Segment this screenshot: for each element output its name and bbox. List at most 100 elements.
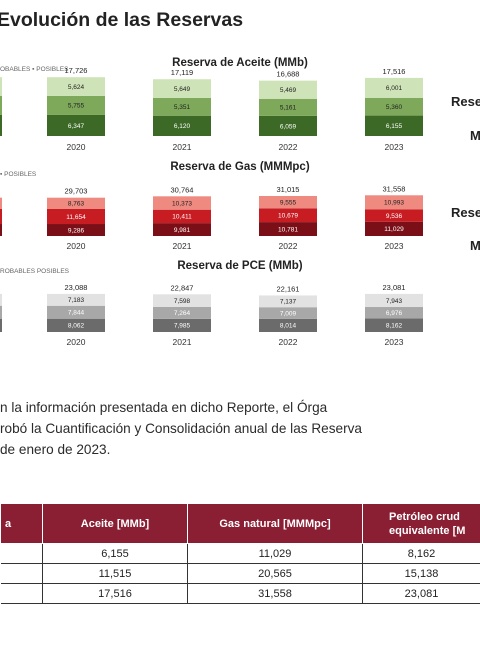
pce-bar-segment bbox=[153, 318, 211, 332]
gas-data-label: 10,993 bbox=[384, 200, 404, 207]
gas-tick-label: 2021 bbox=[173, 241, 192, 251]
table-row: 17,516 31,558 23,081 bbox=[0, 583, 480, 604]
aceite-bar-segment bbox=[153, 115, 211, 136]
table-cell: 11,029 bbox=[187, 543, 363, 564]
table-row: 6,155 11,029 8,162 bbox=[0, 543, 480, 564]
gas-total-label: 29,703 bbox=[65, 187, 88, 196]
aceite-tick-label: 2023 bbox=[385, 142, 404, 152]
pce-legend-text: ROBABLES POSIBLES bbox=[0, 268, 70, 275]
table-header-pce: Petróleo crud equivalente [M bbox=[362, 503, 480, 544]
gas-bar-edge bbox=[0, 208, 2, 225]
paragraph-line-1: n la información presentada en dicho Rep… bbox=[0, 400, 328, 415]
aceite-data-label: 5,161 bbox=[280, 105, 297, 112]
aceite-bar-segment bbox=[47, 114, 105, 136]
gas-total-label: 30,764 bbox=[171, 185, 194, 194]
gas-bar-segment bbox=[47, 208, 105, 225]
table-row: 11,515 20,565 15,138 bbox=[0, 563, 480, 584]
aceite-bar-edge bbox=[0, 77, 2, 96]
gas-side-label-top: Rese bbox=[451, 205, 480, 220]
pce-data-label: 7,943 bbox=[386, 298, 403, 305]
pce-data-label: 7,264 bbox=[174, 310, 191, 317]
gas-bar-segment bbox=[365, 221, 423, 236]
pce-total-label: 23,081 bbox=[383, 283, 406, 292]
aceite-data-label: 6,347 bbox=[68, 123, 85, 130]
aceite-total-label: 17,726 bbox=[65, 66, 88, 75]
pce-bar-segment bbox=[47, 318, 105, 332]
gas-bar-segment bbox=[259, 195, 317, 209]
gas-bar-segment bbox=[47, 197, 105, 209]
gas-side-label-bottom: M bbox=[470, 238, 480, 253]
paragraph-line-3: de enero de 2023. bbox=[0, 442, 111, 457]
gas-bar-edge bbox=[0, 197, 2, 209]
gas-bar-segment bbox=[153, 196, 211, 210]
gas-bar-segment bbox=[259, 208, 317, 223]
gas-data-label: 9,555 bbox=[280, 199, 297, 206]
gas-total-label: 31,558 bbox=[383, 184, 406, 193]
table-cell: 17,516 bbox=[42, 583, 188, 604]
gas-bar-segment bbox=[47, 224, 105, 236]
aceite-bar-edge bbox=[0, 95, 2, 115]
gas-data-label: 9,981 bbox=[174, 227, 191, 234]
aceite-data-label: 5,649 bbox=[174, 86, 191, 93]
gas-data-label: 10,373 bbox=[172, 200, 192, 207]
table-header-aceite: Aceite [MMb] bbox=[42, 503, 188, 544]
aceite-bar-edge bbox=[0, 114, 2, 136]
aceite-data-label: 5,624 bbox=[68, 84, 85, 91]
aceite-side-label-top: Rese bbox=[451, 94, 480, 109]
pce-chart-title: Reserva de PCE (MMb) bbox=[177, 260, 302, 272]
aceite-chart-title: Reserva de Aceite (MMb) bbox=[172, 57, 308, 69]
aceite-data-label: 5,469 bbox=[280, 87, 297, 94]
aceite-tick-label: 2021 bbox=[173, 142, 192, 152]
aceite-data-label: 6,001 bbox=[386, 85, 403, 92]
gas-bar-edge bbox=[0, 224, 2, 236]
pce-data-label: 7,598 bbox=[174, 298, 191, 305]
pce-data-label: 7,137 bbox=[280, 299, 297, 306]
aceite-data-label: 6,059 bbox=[280, 123, 297, 130]
table-header-pce-line2: equivalente [M bbox=[389, 524, 466, 537]
pce-bar-segment bbox=[259, 307, 317, 319]
pce-bar-edge bbox=[0, 293, 2, 306]
pce-bar-segment bbox=[365, 293, 423, 308]
table-cell: 6,155 bbox=[42, 543, 188, 564]
gas-bar-segment bbox=[153, 223, 211, 236]
table-cell: 15,138 bbox=[362, 563, 480, 584]
pce-bar-edge bbox=[0, 318, 2, 332]
gas-data-label: 9,286 bbox=[68, 227, 85, 234]
pce-bar-segment bbox=[153, 294, 211, 307]
page-title: Evolución de las Reservas bbox=[0, 9, 244, 31]
pce-bar-segment bbox=[47, 305, 105, 319]
gas-data-label: 10,411 bbox=[172, 214, 192, 221]
aceite-bar-segment bbox=[153, 97, 211, 116]
pce-data-label: 7,183 bbox=[68, 297, 85, 304]
gas-bar-segment bbox=[365, 195, 423, 210]
aceite-bar-segment bbox=[259, 98, 317, 116]
table-header-category: a bbox=[0, 503, 43, 544]
pce-bar-segment bbox=[365, 318, 423, 332]
aceite-bar-segment bbox=[47, 95, 105, 115]
reserves-charts: Reserva de Aceite (MMb) OBABLES ▪ POSIBLE… bbox=[0, 57, 423, 347]
pce-data-label: 8,062 bbox=[68, 323, 85, 330]
pce-total-label: 23,088 bbox=[65, 283, 88, 292]
aceite-tick-label: 2020 bbox=[67, 142, 86, 152]
body-paragraph: n la información presentada en dicho Rep… bbox=[0, 397, 480, 460]
aceite-tick-label: 2022 bbox=[279, 142, 298, 152]
aceite-data-label: 5,755 bbox=[68, 103, 85, 110]
aceite-data-label: 6,120 bbox=[174, 123, 191, 130]
aceite-bar-segment bbox=[47, 77, 105, 96]
pce-bar-segment bbox=[47, 293, 105, 306]
pce-bar-edge bbox=[0, 305, 2, 319]
aceite-data-label: 6,155 bbox=[386, 123, 403, 130]
aceite-side-label-bottom: M bbox=[470, 128, 480, 143]
table-header-gas: Gas natural [MMMpc] bbox=[187, 503, 363, 544]
pce-data-label: 7,985 bbox=[174, 323, 191, 330]
pce-data-label: 6,976 bbox=[386, 310, 403, 317]
gas-bar-segment bbox=[365, 209, 423, 222]
aceite-total-label: 17,119 bbox=[171, 68, 193, 77]
gas-tick-label: 2022 bbox=[279, 241, 298, 251]
table-cell: 8,162 bbox=[362, 543, 480, 564]
aceite-bar-segment bbox=[153, 79, 211, 98]
pce-data-label: 8,162 bbox=[386, 323, 403, 330]
pce-tick-label: 2020 bbox=[67, 337, 86, 347]
pce-bar-segment bbox=[153, 306, 211, 319]
pce-bar-segment bbox=[365, 307, 423, 319]
